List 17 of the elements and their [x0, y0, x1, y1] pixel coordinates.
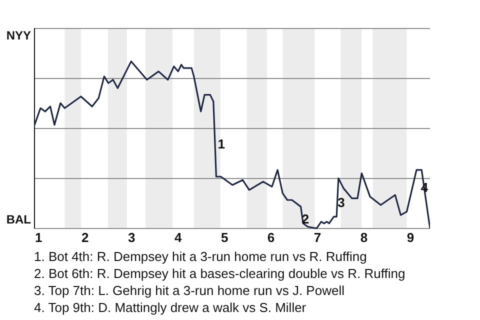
x-tick-label: 4: [174, 230, 182, 245]
annotation: 1: [218, 136, 225, 152]
x-tick-label: 8: [360, 230, 368, 245]
x-tick-label: 7: [314, 230, 322, 245]
text: 3. Top 7th: L. Gehrig hit a 3-run home run vs J. Powell: [34, 282, 346, 299]
x-tick-label: 9: [406, 230, 414, 245]
x-tick-label: 5: [220, 230, 228, 245]
text: 2. Bot 6th: R. Dempsey hit a bases-clearing double vs R. Ruffing: [34, 265, 406, 282]
text: BAL: [6, 212, 31, 227]
x-tick-label: 1: [35, 230, 42, 245]
annotation: 3: [338, 194, 345, 210]
x-tick-label: 2: [82, 230, 89, 245]
text: 1. Bot 4th: R. Dempsey hit a 3-run home run vs R. Ruffing: [34, 248, 368, 265]
x-tick-label: 3: [128, 230, 136, 245]
x-tick-label: 6: [267, 230, 275, 245]
text: 4. Top 9th: D. Mattingly drew a walk vs S. Miller: [34, 299, 308, 316]
text: NYY: [6, 28, 31, 42]
